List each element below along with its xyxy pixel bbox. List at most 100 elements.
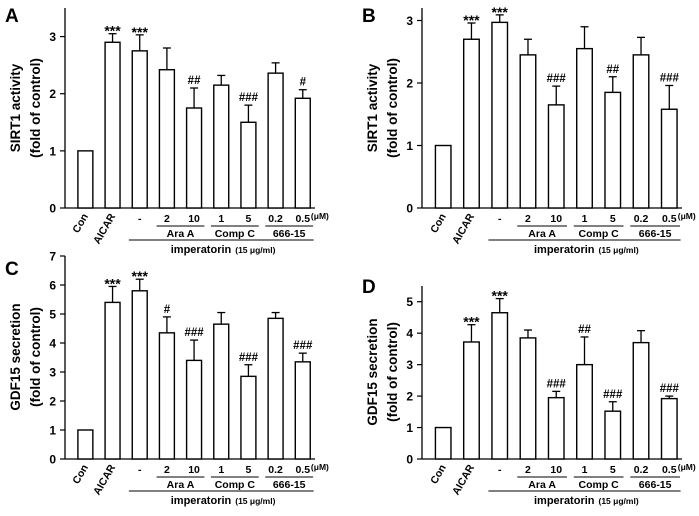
x-category-label: - (138, 213, 142, 225)
y-tick-label: 1 (406, 139, 413, 153)
group-label: Ara A (528, 479, 556, 491)
significance-hash: ## (606, 64, 619, 76)
bar (660, 108, 678, 209)
x-category-label: AICAR (450, 211, 477, 246)
group-label: 666-15 (273, 479, 306, 491)
x-category-label: AICAR (450, 462, 477, 497)
significance-hash: ### (660, 73, 680, 85)
x-category-label: 0.2 (268, 464, 283, 476)
y-tick-label: 2 (406, 77, 413, 91)
treatment-label: imperatorin (534, 244, 595, 256)
y-tick-label: 5 (406, 295, 413, 309)
bar (604, 91, 622, 209)
unit-label: (μM) (678, 462, 696, 472)
y-tick-label: 3 (406, 358, 413, 372)
bar (158, 332, 176, 460)
panel-b: B SIRT1 activity (fold of control) 0 1 2 3 *** *… (362, 4, 696, 256)
x-category-label: Con (70, 212, 91, 236)
x-category-label: 10 (188, 213, 200, 225)
significance-hash: ### (184, 327, 204, 339)
bar (77, 429, 94, 460)
significance-stars: *** (492, 4, 509, 20)
bar (240, 375, 257, 460)
y-tick-label: 1 (49, 424, 56, 438)
x-category-label: 1 (582, 464, 588, 476)
bar (131, 290, 148, 460)
panel-letter: D (362, 277, 376, 298)
x-category-label: Con (70, 463, 91, 487)
x-category-label: 10 (550, 213, 562, 225)
x-category-label: 1 (582, 213, 588, 225)
bar (185, 107, 203, 209)
x-category-label: Con (428, 463, 449, 487)
group-label: Comp C (579, 228, 620, 240)
y-tick-label: 5 (49, 308, 56, 322)
y-tick-label: 2 (406, 390, 413, 404)
group-label: Comp C (579, 479, 620, 491)
significance-hash: ### (547, 73, 567, 85)
x-category-label: 10 (188, 464, 200, 476)
y-axis-label-units: (fold of control) (385, 58, 400, 158)
bar (576, 363, 593, 460)
x-category-label: 5 (610, 213, 616, 225)
significance-hash: ### (603, 389, 623, 401)
group-label: 666-15 (639, 479, 672, 491)
x-category-label: - (138, 464, 142, 476)
significance-hash: # (300, 77, 307, 89)
y-tick-label: 0 (406, 453, 413, 467)
bar (434, 144, 452, 209)
y-axis-label-units: (fold of control) (385, 322, 400, 422)
bar (267, 72, 284, 209)
x-category-label: 1 (218, 464, 224, 476)
x-category-label: 0.2 (634, 213, 649, 225)
y-tick-label: 3 (49, 30, 56, 44)
y-tick-label: 2 (49, 395, 56, 409)
bar (632, 54, 650, 209)
bar (213, 84, 230, 209)
group-label: 666-15 (639, 228, 672, 240)
unit-label: (μM) (678, 211, 696, 221)
bar (491, 312, 509, 460)
y-axis-label: GDF15 secretion (365, 318, 380, 425)
treatment-label: imperatorin (534, 495, 595, 507)
bar (576, 47, 593, 209)
bar (519, 54, 537, 209)
treatment-unit: (15 μg/ml) (235, 245, 275, 255)
group-label: Ara A (167, 228, 195, 240)
significance-hash: ### (239, 92, 259, 104)
treatment-unit: (15 μg/ml) (599, 496, 639, 506)
x-category-label: 0.5 (295, 464, 310, 476)
bar (660, 397, 678, 460)
y-axis-label: SIRT1 activity (8, 63, 23, 152)
x-category-label: 2 (525, 213, 531, 225)
x-category-label: 5 (246, 213, 252, 225)
x-category-label: 5 (246, 464, 252, 476)
significance-stars: *** (132, 268, 149, 284)
x-category-label: 2 (164, 213, 170, 225)
y-tick-label: 4 (49, 337, 56, 351)
x-category-label: 0.2 (268, 213, 283, 225)
bar (519, 337, 537, 460)
bar (104, 41, 121, 209)
y-tick-label: 0 (406, 202, 413, 216)
y-tick-label: 3 (406, 14, 413, 28)
x-category-label: 0.5 (662, 213, 677, 225)
x-category-label: 0.5 (295, 213, 310, 225)
y-tick-label: 1 (49, 144, 56, 158)
bar (294, 97, 311, 209)
significance-stars: *** (104, 275, 121, 291)
bar (547, 396, 565, 460)
x-category-label: Con (428, 212, 449, 236)
y-axis-label-units: (fold of control) (28, 307, 43, 407)
y-tick-label: 2 (49, 87, 56, 101)
panel-a: A SIRT1 activity (fold of control) 0 1 2 3 *** *… (5, 6, 329, 256)
y-tick-label: 6 (49, 279, 56, 293)
bar (185, 359, 203, 460)
y-axis-label: SIRT1 activity (365, 63, 380, 152)
x-category-label: - (498, 213, 502, 225)
significance-stars: *** (104, 23, 121, 39)
bar (158, 69, 176, 209)
y-tick-label: 1 (406, 421, 413, 435)
bar (462, 38, 480, 209)
